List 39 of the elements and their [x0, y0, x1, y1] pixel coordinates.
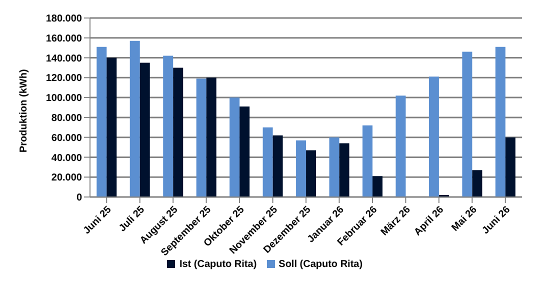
bar	[106, 58, 117, 197]
y-tick-label: 80.000	[51, 112, 82, 124]
bar	[272, 135, 283, 197]
y-axis-title: Produktion (kWh)	[18, 69, 30, 152]
bar	[240, 106, 250, 197]
bar	[339, 143, 350, 197]
bar	[96, 46, 107, 197]
y-tick-label: 140.000	[46, 53, 82, 64]
x-tick-label: Mai 26	[450, 204, 480, 234]
bar	[505, 137, 516, 197]
legend-label: Soll (Caputo Rita)	[278, 259, 363, 270]
bar	[372, 176, 382, 197]
y-tick-label: 60.000	[51, 132, 82, 144]
bar	[462, 52, 472, 197]
bar	[173, 68, 184, 197]
y-tick-label: 0	[76, 192, 82, 204]
bar	[230, 98, 240, 197]
y-tick-label: 100.000	[46, 93, 82, 104]
bar	[140, 62, 150, 197]
bar	[428, 76, 439, 197]
x-tick-label: Juli 25	[117, 204, 148, 234]
bar	[130, 40, 140, 197]
bar	[196, 78, 206, 197]
bar	[306, 150, 316, 197]
bar	[262, 127, 273, 197]
y-tick-label: 180.000	[46, 14, 82, 25]
y-tick-label: 20.000	[51, 172, 82, 184]
bar	[472, 170, 482, 197]
bar	[329, 137, 340, 197]
y-tick-label: 40.000	[51, 152, 82, 164]
bar	[163, 56, 174, 197]
y-tick-label: 160.000	[46, 33, 82, 44]
bar	[362, 125, 372, 197]
bar	[495, 46, 506, 197]
legend-label: Ist (Caputo Rita)	[179, 259, 257, 270]
y-tick-label: 120.000	[46, 73, 82, 84]
bar	[296, 140, 306, 197]
bar	[206, 78, 216, 197]
bar	[396, 96, 406, 197]
